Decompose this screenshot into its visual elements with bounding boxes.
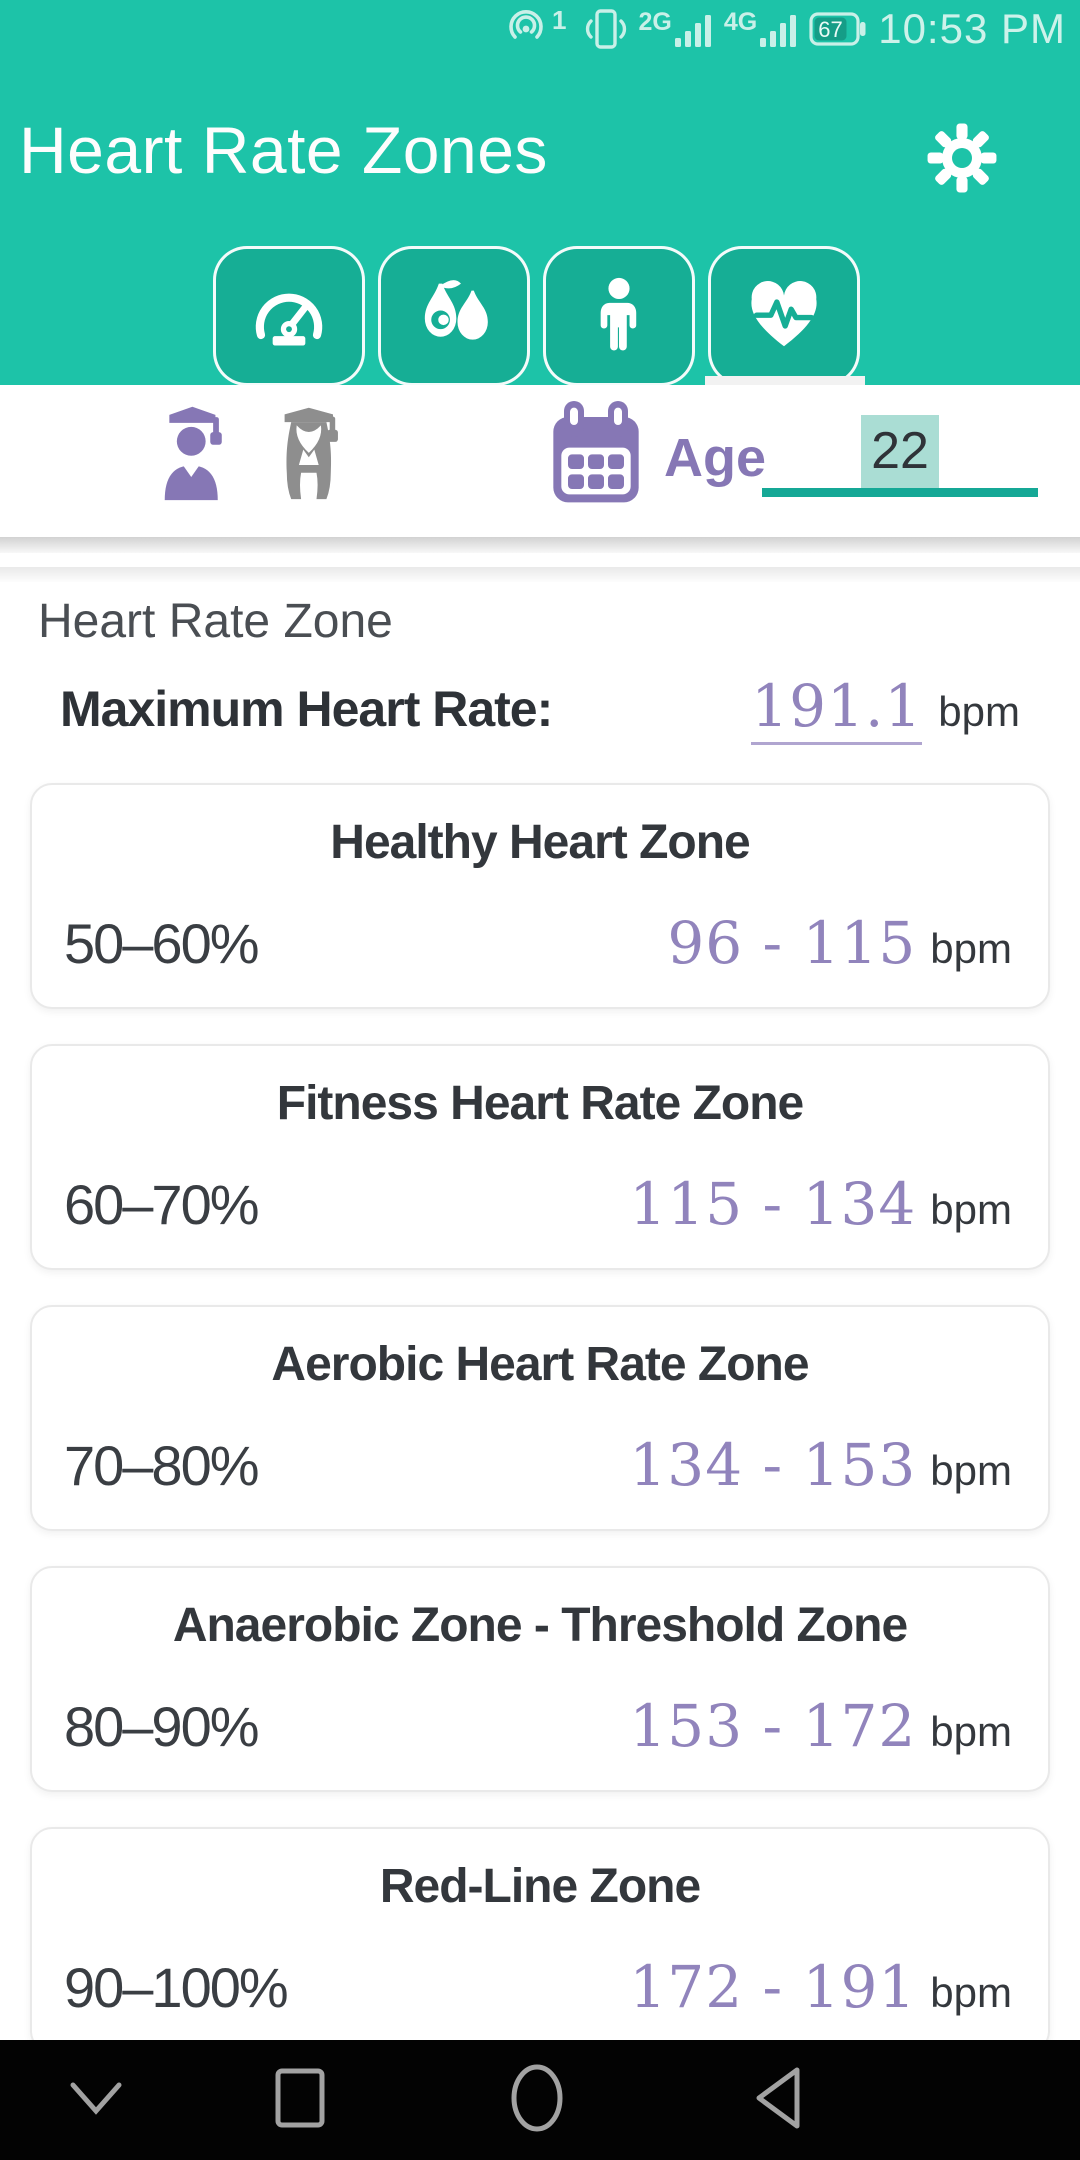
- zone-card-healthy: Healthy Heart Zone 50–60% 96 - 115 bpm: [30, 783, 1050, 1009]
- zone-card-redline: Red-Line Zone 90–100% 172 - 191 bpm: [30, 1827, 1050, 2053]
- tab-gauge[interactable]: [213, 246, 365, 386]
- age-input-value: 22: [861, 415, 939, 491]
- max-heart-rate-row: Maximum Heart Rate: 191.1 bpm: [60, 672, 1020, 745]
- age-calendar-button[interactable]: [548, 399, 644, 512]
- zone-unit: bpm: [930, 1186, 1012, 1233]
- nav-back-button[interactable]: [742, 2040, 814, 2160]
- tab-bar: [213, 246, 860, 386]
- vibrate-icon: [584, 6, 628, 52]
- signal-bars-icon: [674, 11, 713, 47]
- female-graduate-icon: [278, 407, 344, 511]
- page-title: Heart Rate Zones: [19, 113, 548, 187]
- tab-nutrition[interactable]: [378, 246, 530, 386]
- zone-percent: 50–60%: [64, 912, 260, 975]
- tab-heart-rate[interactable]: [708, 246, 860, 386]
- nav-home-button[interactable]: [501, 2040, 573, 2160]
- section-title: Heart Rate Zone: [38, 595, 393, 648]
- zone-range: 115 - 134: [629, 1170, 917, 1238]
- zone-name: Anaerobic Zone - Threshold Zone: [172, 1599, 908, 1652]
- zone-range: 134 - 153: [629, 1431, 917, 1499]
- zone-card-fitness: Fitness Heart Rate Zone 60–70% 115 - 134…: [30, 1044, 1050, 1270]
- network-4g-label: 4G: [723, 8, 758, 36]
- zone-name: Fitness Heart Rate Zone: [276, 1077, 804, 1130]
- hotspot-count: 1: [552, 4, 567, 35]
- age-input-underline: [762, 488, 1038, 497]
- clock-text: 10:53 PM: [878, 5, 1066, 52]
- active-tab-indicator: [705, 376, 865, 385]
- zone-range: 172 - 191: [629, 1953, 917, 2021]
- max-heart-rate-unit: bpm: [938, 688, 1020, 735]
- battery-percent: 67: [818, 17, 842, 42]
- nav-recents-button[interactable]: [264, 2040, 336, 2160]
- battery-icon: 67: [809, 9, 867, 49]
- person-icon: [579, 274, 659, 359]
- hotspot-icon: [505, 8, 547, 50]
- divider: [0, 537, 1080, 553]
- zone-card-aerobic: Aerobic Heart Rate Zone 70–80% 134 - 153…: [30, 1305, 1050, 1531]
- gear-icon: [922, 123, 1002, 202]
- zone-percent: 70–80%: [64, 1434, 260, 1497]
- zone-percent: 60–70%: [64, 1173, 260, 1236]
- divider: [0, 567, 1080, 582]
- avocado-icon: [412, 272, 496, 361]
- zone-card-list: Healthy Heart Zone 50–60% 96 - 115 bpm F…: [30, 783, 1050, 2088]
- zone-percent: 90–100%: [64, 1956, 289, 2019]
- profile-input-row: Age 22: [0, 385, 1080, 537]
- circle-icon: [508, 2061, 566, 2140]
- gender-male-toggle[interactable]: [160, 401, 234, 512]
- age-label: Age: [664, 428, 767, 488]
- heart-pulse-icon: [741, 271, 827, 362]
- signal-bars-icon: [760, 11, 798, 47]
- divider: [0, 553, 1080, 567]
- zone-unit: bpm: [930, 1969, 1012, 2016]
- male-graduate-icon: [160, 406, 234, 511]
- nav-hide-button[interactable]: [60, 2040, 132, 2160]
- network-2g: 2G: [638, 8, 713, 47]
- max-heart-rate-label: Maximum Heart Rate:: [60, 681, 553, 737]
- zone-name: Healthy Heart Zone: [330, 816, 750, 869]
- square-icon: [274, 2067, 326, 2134]
- zone-name: Red-Line Zone: [379, 1860, 701, 1913]
- max-heart-rate-value: 191.1: [751, 672, 923, 745]
- triangle-left-icon: [751, 2064, 805, 2137]
- network-4g: 4G: [723, 8, 798, 47]
- zone-card-anaerobic: Anaerobic Zone - Threshold Zone 80–90% 1…: [30, 1566, 1050, 1792]
- zone-unit: bpm: [930, 925, 1012, 972]
- gauge-icon: [247, 272, 331, 361]
- header: 1 2G 4: [0, 0, 1080, 386]
- zone-percent: 80–90%: [64, 1695, 260, 1758]
- chevron-down-icon: [65, 2077, 127, 2124]
- zone-unit: bpm: [930, 1708, 1012, 1755]
- calendar-icon: [548, 401, 644, 511]
- zone-unit: bpm: [930, 1447, 1012, 1494]
- settings-button[interactable]: [922, 118, 1002, 198]
- network-2g-label: 2G: [638, 8, 672, 36]
- tab-body[interactable]: [543, 246, 695, 386]
- android-nav-bar: [0, 2040, 1080, 2160]
- gender-female-toggle[interactable]: [278, 401, 344, 512]
- age-input[interactable]: 22: [762, 401, 1038, 497]
- zone-range: 153 - 172: [629, 1692, 917, 1760]
- zone-name: Aerobic Heart Rate Zone: [271, 1338, 809, 1391]
- status-bar: 1 2G 4: [505, 0, 1066, 58]
- zone-range: 96 - 115: [667, 909, 917, 977]
